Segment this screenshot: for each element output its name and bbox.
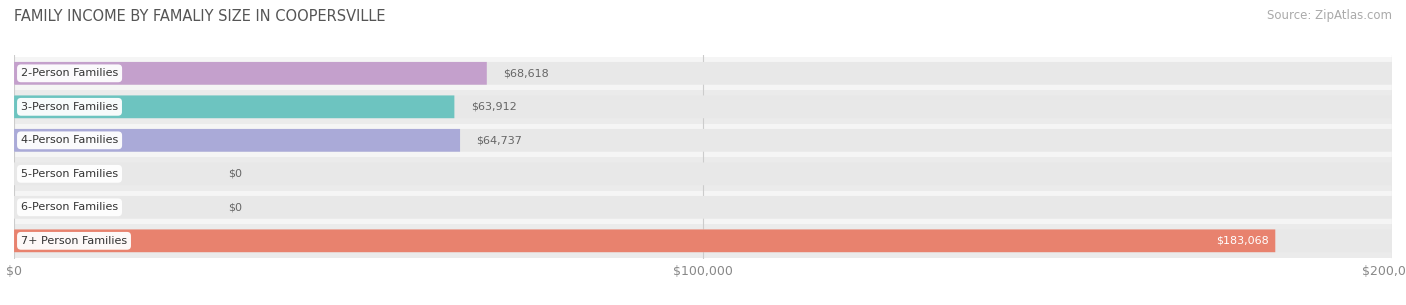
Text: FAMILY INCOME BY FAMALIY SIZE IN COOPERSVILLE: FAMILY INCOME BY FAMALIY SIZE IN COOPERS… — [14, 9, 385, 24]
Text: 4-Person Families: 4-Person Families — [21, 135, 118, 145]
Bar — [14, 90, 1392, 124]
FancyBboxPatch shape — [14, 62, 1392, 85]
Bar — [14, 157, 1392, 191]
Text: 3-Person Families: 3-Person Families — [21, 102, 118, 112]
FancyBboxPatch shape — [14, 229, 1275, 252]
FancyBboxPatch shape — [14, 163, 1392, 185]
Bar — [14, 124, 1392, 157]
Text: $0: $0 — [228, 202, 242, 212]
FancyBboxPatch shape — [14, 196, 1392, 219]
Text: $64,737: $64,737 — [477, 135, 523, 145]
FancyBboxPatch shape — [14, 129, 1392, 152]
Bar — [14, 224, 1392, 258]
FancyBboxPatch shape — [14, 62, 486, 85]
Text: $63,912: $63,912 — [471, 102, 516, 112]
FancyBboxPatch shape — [14, 229, 1392, 252]
FancyBboxPatch shape — [14, 129, 460, 152]
Text: Source: ZipAtlas.com: Source: ZipAtlas.com — [1267, 9, 1392, 22]
Text: $0: $0 — [228, 169, 242, 179]
Text: 5-Person Families: 5-Person Families — [21, 169, 118, 179]
FancyBboxPatch shape — [14, 95, 1392, 118]
Text: 6-Person Families: 6-Person Families — [21, 202, 118, 212]
Text: $183,068: $183,068 — [1216, 236, 1268, 246]
Text: 2-Person Families: 2-Person Families — [21, 68, 118, 78]
Text: 7+ Person Families: 7+ Person Families — [21, 236, 127, 246]
Bar — [14, 191, 1392, 224]
Bar — [14, 56, 1392, 90]
Text: $68,618: $68,618 — [503, 68, 550, 78]
FancyBboxPatch shape — [14, 95, 454, 118]
